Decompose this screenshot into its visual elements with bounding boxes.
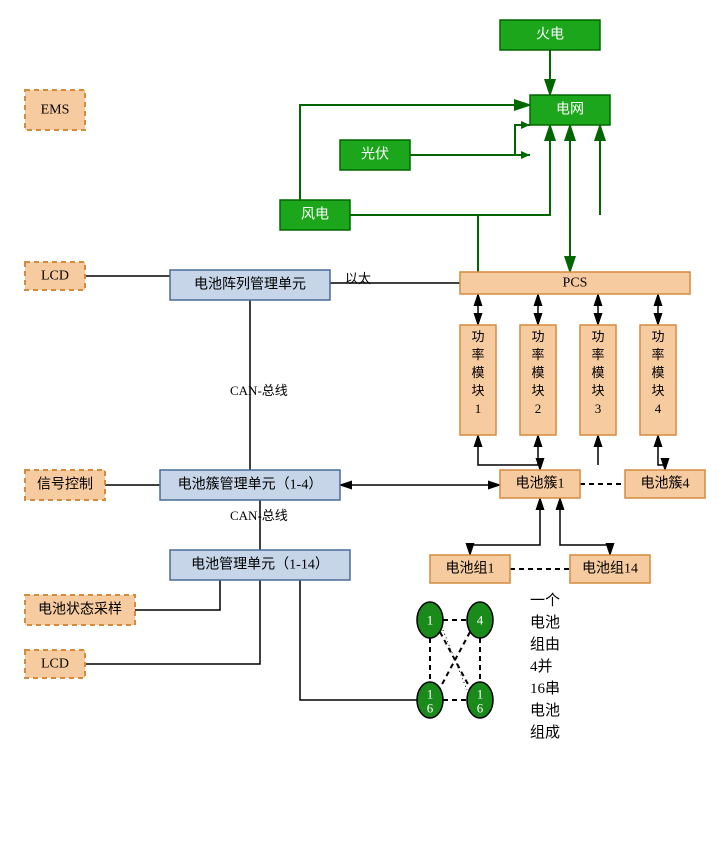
side-text-line: 电池 xyxy=(530,614,560,631)
box-label-battmgr: 电池管理单元（1-14） xyxy=(191,557,329,573)
box-label-mod3: 块 xyxy=(591,383,604,398)
box-label-mod1: 模 xyxy=(471,365,484,380)
box-label-mod1: 功 xyxy=(471,329,484,344)
box-label-wind: 风电 xyxy=(301,207,329,223)
box-label-mod1: 率 xyxy=(471,347,484,362)
svg-text:6: 6 xyxy=(427,701,434,716)
box-label-pcs: PCS xyxy=(563,276,588,291)
svg-text:1: 1 xyxy=(427,613,434,628)
boxes: 火电电网光伏风电EMSLCD电池阵列管理单元PCS功率模块1功率模块2功率模块3… xyxy=(25,20,705,678)
box-label-mod2: 2 xyxy=(535,401,542,416)
side-text-line: 电池 xyxy=(530,702,560,719)
box-label-mod3: 3 xyxy=(595,401,602,416)
side-text-line: 16串 xyxy=(530,680,560,697)
box-label-mod1: 块 xyxy=(471,383,484,398)
box-label-mod3: 功 xyxy=(591,329,604,344)
box-label-sigctrl: 信号控制 xyxy=(37,477,93,493)
svg-text:1: 1 xyxy=(427,687,434,702)
svg-text:1: 1 xyxy=(477,687,484,702)
box-label-cluster: 电池簇管理单元（1-4） xyxy=(178,477,323,493)
box-label-group14: 电池组14 xyxy=(582,561,638,577)
label-ether: 以太 xyxy=(345,271,371,286)
box-label-fire: 火电 xyxy=(536,27,564,43)
box-label-mod4: 4 xyxy=(655,401,662,416)
side-text-line: 4并 xyxy=(530,658,553,675)
box-label-lcd2: LCD xyxy=(41,657,69,672)
side-text-line: 一个 xyxy=(530,592,560,609)
box-label-mod2: 功 xyxy=(531,329,544,344)
box-label-mod2: 模 xyxy=(531,365,544,380)
box-label-group1: 电池组1 xyxy=(446,561,495,577)
box-label-array: 电池阵列管理单元 xyxy=(194,277,306,293)
label-can1: CAN-总线 xyxy=(230,383,288,398)
box-label-grid: 电网 xyxy=(556,102,584,118)
box-label-clust4: 电池簇4 xyxy=(641,476,690,492)
box-label-mod2: 块 xyxy=(531,383,544,398)
box-label-pv: 光伏 xyxy=(361,147,389,163)
box-label-lcd1: LCD xyxy=(41,269,69,284)
svg-text:6: 6 xyxy=(477,701,484,716)
box-label-ems: EMS xyxy=(41,103,70,118)
box-label-mod1: 1 xyxy=(475,401,482,416)
label-can2: CAN-总线 xyxy=(230,508,288,523)
system-diagram: 火电电网光伏风电EMSLCD电池阵列管理单元PCS功率模块1功率模块2功率模块3… xyxy=(0,0,726,841)
svg-text:4: 4 xyxy=(477,613,484,628)
box-label-mod3: 模 xyxy=(591,365,604,380)
box-label-mod4: 功 xyxy=(651,329,664,344)
box-label-mod4: 块 xyxy=(651,383,664,398)
box-label-sample: 电池状态采样 xyxy=(38,602,122,618)
side-text-line: 组由 xyxy=(530,636,560,653)
side-text-line: 组成 xyxy=(530,724,560,741)
box-label-mod4: 模 xyxy=(651,365,664,380)
box-label-mod4: 率 xyxy=(651,347,664,362)
box-label-mod3: 率 xyxy=(591,347,604,362)
box-label-clust1: 电池簇1 xyxy=(516,476,565,492)
box-label-mod2: 率 xyxy=(531,347,544,362)
